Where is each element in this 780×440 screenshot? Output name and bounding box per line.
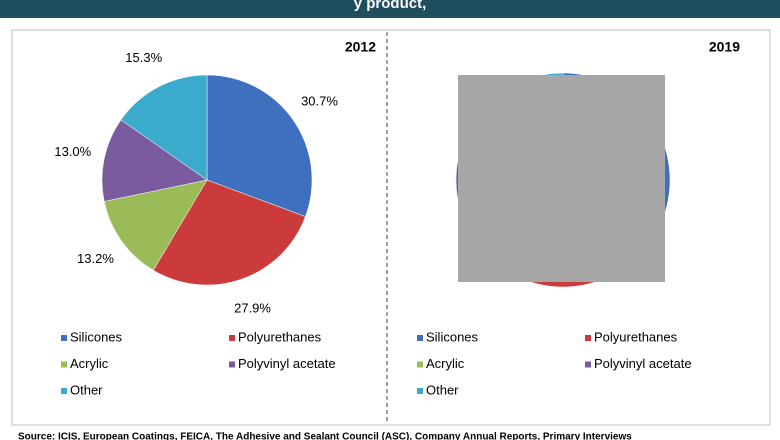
source: Source: ICIS, European Coatings, FEICA, …	[18, 432, 632, 440]
legend-label: Acrylic	[426, 356, 465, 371]
value-label: 13.0%	[54, 144, 91, 159]
value-label: 15.3%	[125, 50, 162, 65]
value-label: 13.2%	[77, 251, 114, 266]
panel	[11, 29, 771, 426]
legend-swatch	[417, 335, 423, 341]
header-title: y product,	[354, 0, 427, 12]
legend-swatch	[61, 335, 67, 341]
legend-swatch	[61, 388, 67, 394]
legend-label: Other	[426, 382, 459, 397]
legend-label: Polyurethanes	[594, 329, 678, 344]
header-bar	[0, 0, 780, 18]
legend-label: Polyvinyl acetate	[594, 356, 692, 371]
legend-label: Other	[70, 382, 103, 397]
pie-slice	[152, 179, 306, 286]
legend-label: Silicones	[70, 329, 123, 344]
chart-title: 2019	[709, 39, 740, 55]
legend-label: Acrylic	[70, 356, 109, 371]
legend-label: Polyvinyl acetate	[238, 356, 336, 371]
legend-label: Silicones	[426, 329, 479, 344]
legend-swatch	[417, 361, 423, 368]
legend-swatch	[585, 361, 591, 368]
pie-slice	[206, 74, 313, 217]
legend-swatch	[229, 335, 235, 341]
legend-swatch	[417, 388, 423, 394]
legend-swatch	[229, 361, 235, 368]
legend-swatch	[61, 361, 67, 368]
pie-slice	[103, 179, 208, 271]
pie-slice	[101, 119, 208, 202]
chart-title: 2012	[345, 39, 376, 55]
legend-label: Polyurethanes	[238, 329, 322, 344]
value-label: 30.7%	[301, 93, 338, 108]
value-label: 27.9%	[234, 301, 271, 316]
pie-slice	[120, 74, 208, 181]
legend-swatch	[585, 335, 591, 341]
redaction-box	[458, 75, 665, 282]
